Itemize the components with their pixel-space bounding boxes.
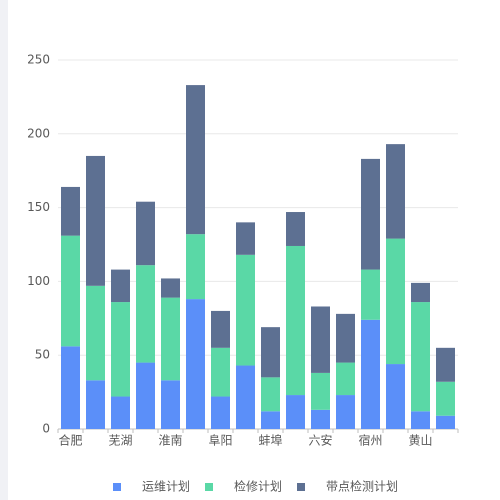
bar-segment: [436, 381, 455, 416]
bar-segment: [136, 201, 155, 266]
bar-segment: [336, 395, 355, 429]
x-tick-label: 芜湖: [108, 433, 132, 448]
bar-segment: [311, 306, 330, 373]
bar-segment: [411, 411, 430, 429]
x-tick-label: 淮南: [158, 433, 182, 448]
legend-label: 运维计划: [142, 480, 190, 494]
bar-segment: [186, 234, 205, 300]
bar-segment: [336, 362, 355, 396]
y-tick-label: 150: [27, 200, 50, 214]
bar-segment: [386, 364, 405, 429]
bar-segment: [286, 395, 305, 429]
bar-segment: [61, 346, 80, 429]
bar-segment: [111, 396, 130, 429]
bar-segment: [211, 310, 230, 348]
bar-segment: [161, 380, 180, 429]
bar-segment: [136, 362, 155, 429]
bar-segment: [236, 365, 255, 429]
bar-segment: [361, 269, 380, 320]
bar-segment: [311, 409, 330, 429]
bar-segment: [386, 238, 405, 365]
y-tick-label: 250: [27, 53, 50, 67]
x-tick-label: 黄山: [408, 434, 432, 448]
x-tick-label: 合肥: [58, 433, 82, 448]
bar-segment: [111, 302, 130, 397]
bar-segment: [436, 415, 455, 429]
legend-label: 检修计划: [234, 479, 282, 494]
bar-segment: [136, 265, 155, 363]
bar-segment: [86, 380, 105, 429]
bar-segment: [211, 347, 230, 397]
bar-segment: [86, 285, 105, 381]
bar-segment: [161, 297, 180, 381]
bar-segment: [386, 144, 405, 239]
legend-marker: [297, 483, 305, 491]
x-tick-label: 六安: [308, 433, 332, 448]
bar-segment: [161, 278, 180, 298]
legend-marker: [113, 483, 121, 491]
bar-segment: [236, 254, 255, 366]
bar-segment: [311, 372, 330, 410]
x-tick-label: 宿州: [358, 433, 382, 448]
x-tick-label: 阜阳: [208, 434, 232, 448]
bar-segment: [61, 235, 80, 347]
bar-segment: [86, 155, 105, 286]
bar-segment: [411, 282, 430, 303]
side-strip: [0, 0, 8, 500]
bar-segment: [286, 245, 305, 396]
bar-segment: [261, 411, 280, 429]
bar-segment: [286, 212, 305, 246]
legend-marker: [205, 483, 213, 491]
bar-segment: [361, 158, 380, 270]
bar-segment: [61, 186, 80, 236]
bar-segment: [186, 85, 205, 235]
bar-segment: [186, 299, 205, 429]
bar-segment: [361, 319, 380, 429]
bar-segment: [236, 222, 255, 255]
bar-segment: [436, 347, 455, 382]
bar-segment: [111, 269, 130, 303]
bar-segment: [211, 396, 230, 429]
bar-segment: [261, 327, 280, 378]
bar-segment: [411, 302, 430, 412]
x-tick-label: 蚌埠: [258, 434, 282, 448]
bar-segment: [261, 377, 280, 412]
y-tick-label: 50: [35, 348, 50, 362]
y-tick-label: 100: [27, 274, 50, 288]
y-tick-label: 0: [42, 422, 50, 436]
bar-segment: [336, 313, 355, 363]
y-tick-label: 200: [27, 126, 50, 140]
legend-label: 带点检测计划: [326, 479, 398, 494]
